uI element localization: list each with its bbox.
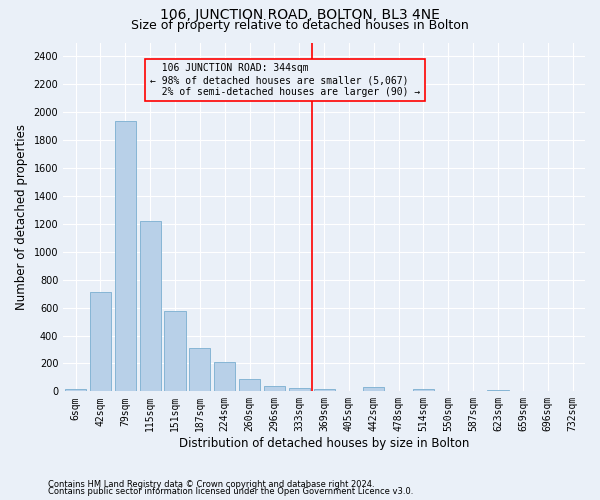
Bar xyxy=(239,380,260,392)
Bar xyxy=(164,311,185,392)
Bar xyxy=(363,387,385,392)
Text: 106, JUNCTION ROAD, BOLTON, BL3 4NE: 106, JUNCTION ROAD, BOLTON, BL3 4NE xyxy=(160,8,440,22)
Bar xyxy=(214,362,235,392)
Bar xyxy=(413,389,434,392)
Bar xyxy=(140,221,161,392)
Y-axis label: Number of detached properties: Number of detached properties xyxy=(15,124,28,310)
Bar xyxy=(289,388,310,392)
Bar xyxy=(487,390,509,392)
Bar xyxy=(90,292,111,392)
Text: Contains HM Land Registry data © Crown copyright and database right 2024.: Contains HM Land Registry data © Crown c… xyxy=(48,480,374,489)
Bar xyxy=(65,389,86,392)
Bar xyxy=(189,348,211,392)
X-axis label: Distribution of detached houses by size in Bolton: Distribution of detached houses by size … xyxy=(179,437,469,450)
Bar xyxy=(264,386,285,392)
Text: 106 JUNCTION ROAD: 344sqm
← 98% of detached houses are smaller (5,067)
  2% of s: 106 JUNCTION ROAD: 344sqm ← 98% of detac… xyxy=(150,64,421,96)
Text: Contains public sector information licensed under the Open Government Licence v3: Contains public sector information licen… xyxy=(48,487,413,496)
Bar xyxy=(115,120,136,392)
Bar xyxy=(314,388,335,392)
Text: Size of property relative to detached houses in Bolton: Size of property relative to detached ho… xyxy=(131,19,469,32)
